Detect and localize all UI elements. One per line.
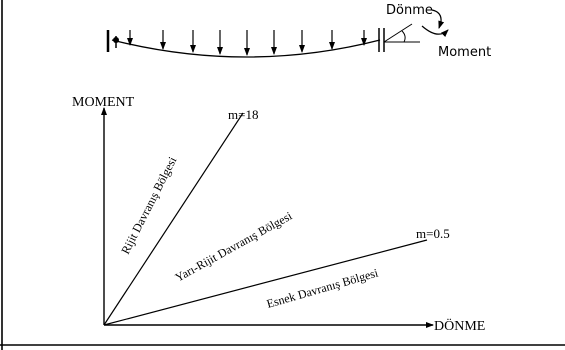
- angle-arc: [401, 30, 406, 43]
- deflected-beam: [111, 39, 381, 58]
- region-flexible-label: Esnek Davranış Bölgesi: [265, 265, 380, 310]
- rotation-leader-arrow: [431, 9, 445, 29]
- region-semi-rigid-label: Yarı-Rijit Davranış Bölgesi: [173, 208, 295, 284]
- region-rigid-label: Rijit Davranış Bölgesi: [118, 154, 180, 257]
- line-m18-label: m=18: [228, 107, 258, 122]
- line-m0-5-label: m=0.5: [416, 226, 450, 241]
- moment-label: Moment: [438, 45, 491, 60]
- distributed-load: [127, 30, 367, 56]
- moment-icon: [421, 25, 449, 38]
- rotation-label: Dönme: [386, 3, 433, 18]
- moment-rotation-graph: MOMENT DÖNME m=18 m=0.5 Rijit Davranış B…: [72, 95, 485, 334]
- y-axis-label: MOMENT: [72, 95, 135, 110]
- line-m18: [103, 112, 244, 326]
- x-axis-label: DÖNME: [434, 317, 485, 334]
- beam-sketch: Dönme Moment: [106, 3, 491, 60]
- line-m0-5: [103, 239, 428, 326]
- angle-rotated-line: [383, 23, 413, 43]
